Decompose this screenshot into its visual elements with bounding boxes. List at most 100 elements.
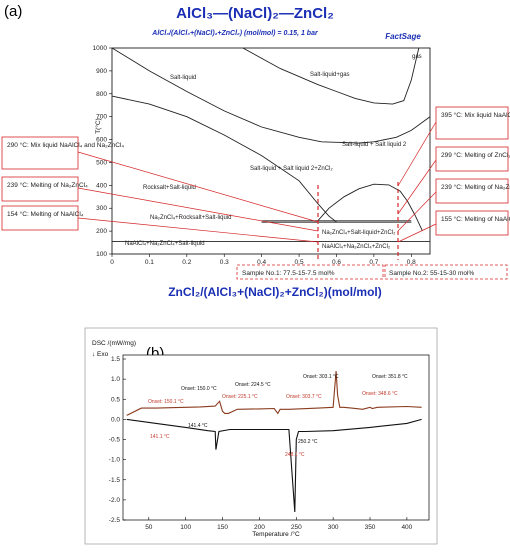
dsc-peak-250-2: 250.2 °C xyxy=(298,439,318,445)
sample1-label: Sample No.1: 77.5-15-7.5 mol% xyxy=(242,270,335,277)
callout-left-154-text: 154 °C: Melting of NaAlCl₄ xyxy=(7,210,84,218)
region-rocksalt-salt-liquid: Rocksalt+Salt-liquid xyxy=(143,185,196,191)
region-gas: gas xyxy=(412,54,422,60)
dsc-xtick-label: 350 xyxy=(365,524,376,531)
dsc-curves xyxy=(126,371,422,513)
callout-right-155: 155 °C: Melting of NaAlCl₄ xyxy=(397,210,510,243)
callout-right-239: 239 °C: Melting of Na₂ZnCl₄ xyxy=(397,178,510,232)
pd-xtick-label: 0.4 xyxy=(257,259,266,266)
dsc-onset-cool-303: Onset: 303.7 °C xyxy=(286,394,322,400)
pd-curve-0 xyxy=(111,47,431,144)
dsc-plot-area xyxy=(122,354,430,521)
dsc-xtick-label: 50 xyxy=(145,524,153,531)
dsc-ytick-label: 0.0 xyxy=(111,416,120,423)
pd-ytick-label: 900 xyxy=(96,68,107,75)
pd-ytick-label: 400 xyxy=(96,182,107,189)
dsc-cooling-curve xyxy=(126,418,422,513)
region-na2zncl4-rocksalt: Na₂ZnCl₄+Rocksalt+Salt-liquid xyxy=(150,215,231,221)
dsc-peak-141-4: 141.4 °C xyxy=(188,423,208,429)
callout-left-290: 290 °C: Mix liquid NaAlCl₄ and Na₂ZnCl₄ xyxy=(1,136,319,223)
dsc-onset-cool-150: Onset: 150.1 °C xyxy=(148,399,184,405)
dsc-ytick-label: -2.5 xyxy=(109,517,121,524)
region-salt-liquid-2-zncl2: Salt-liquid + Salt liquid 2+ZnCl₂ xyxy=(250,166,333,172)
dsc-onset-heat-351: Onset: 351.8 °C xyxy=(372,374,408,380)
phase-diagram-y-ticks: 100 200 300 400 500 600 700 800 900 1000 xyxy=(93,45,112,258)
callout-left-290-text: 290 °C: Mix liquid NaAlCl₄ and Na₂ZnCl₄ xyxy=(7,141,124,149)
pd-xtick-label: 0.8 xyxy=(407,259,416,266)
dsc-xtick-label: 300 xyxy=(328,524,339,531)
dsc-xtick-label: 250 xyxy=(291,524,302,531)
dsc-ytick-label: 0.5 xyxy=(111,396,120,403)
dsc-onset-cool-348: Onset: 348.6 °C xyxy=(362,391,398,397)
dsc-peak-248-1: 248.1 °C xyxy=(285,452,305,458)
callout-left-239-text: 239 °C: Melting of Na₂ZnCl₄ xyxy=(7,181,88,189)
callout-left-154: 154 °C: Melting of NaAlCl₄ xyxy=(1,205,319,243)
callout-right-299: 299 °C: Melting of ZnCl₂ xyxy=(397,146,510,215)
region-salt-liquid-gas: Salt-liquid+gas xyxy=(310,72,350,78)
callout-right-239-text: 239 °C: Melting of Na₂ZnCl₄ xyxy=(441,183,510,191)
dsc-xtick-label: 400 xyxy=(401,524,412,531)
dsc-heating-curve xyxy=(126,371,422,416)
region-naalcl4-na2zncl4-zncl2: NaAlCl₄+Na₂ZnCl₄+ZnCl₂ xyxy=(322,244,391,250)
dsc-exo-label: ↓ Exo xyxy=(92,351,109,358)
region-naalcl4-na2zncl4: NaAlCl₄+Na₂ZnCl₄+Salt-liquid xyxy=(125,241,205,247)
dsc-onset-heat-224: Onset: 224.5 °C xyxy=(235,382,271,388)
callout-right-395-text: 395 °C: Mix liquid NaAlCl₄ and Na₂ZnCl₄ xyxy=(441,111,510,119)
dsc-ylabel: DSC /(mW/mg) xyxy=(92,340,136,347)
callout-right-155-text: 155 °C: Melting of NaAlCl₄ xyxy=(441,215,510,223)
pd-ytick-label: 200 xyxy=(96,228,107,235)
dsc-ytick-label: -2.0 xyxy=(109,497,121,504)
pd-xtick-label: 0.7 xyxy=(369,259,378,266)
region-salt-liquid-2: Salt-liquid + Salt liquid 2 xyxy=(342,142,407,148)
pd-xtick-label: 0.5 xyxy=(295,259,304,266)
dsc-onset-heat-150: Onset: 150.0 °C xyxy=(181,386,217,392)
region-na2zncl4-zncl2: Na₂ZnCl₄+Salt-liquid+ZnCl₂ xyxy=(322,230,396,236)
phase-diagram-xlabel: ZnCl₂/(AlCl₃+(NaCl)₂+ZnCl₂)(mol/mol) xyxy=(168,285,382,299)
phase-diagram-ylabel: T(°C) xyxy=(94,118,102,134)
pd-xtick-label: 0.1 xyxy=(145,259,154,266)
phase-diagram-title: AlCl₃—(NaCl)₂—ZnCl₂ xyxy=(176,5,334,22)
phase-diagram-curves xyxy=(111,47,431,242)
sample1-box: Sample No.1: 77.5-15-7.5 mol% xyxy=(236,264,384,280)
pd-xtick-label: 0.3 xyxy=(220,259,229,266)
pd-ytick-label: 700 xyxy=(96,114,107,121)
dsc-ytick-label: 1.0 xyxy=(111,376,120,383)
panel-label-a: (a) xyxy=(4,3,22,20)
sample2-label: Sample No.2: 55-15-30 mol% xyxy=(389,270,474,277)
pd-ytick-label: 600 xyxy=(96,137,107,144)
phase-diagram-subtitle: AlCl₃/(AlCl₃+(NaCl)₂+ZnCl₂) (mol/mol) = … xyxy=(151,30,319,37)
region-salt-liquid: Salt-liquid xyxy=(170,75,196,81)
dsc-ytick-label: -0.5 xyxy=(109,437,121,444)
dsc-xtick-label: 150 xyxy=(217,524,228,531)
callout-right-299-text: 299 °C: Melting of ZnCl₂ xyxy=(441,151,510,159)
factsage-logo-text: FactSage xyxy=(385,32,421,41)
sample2-box: Sample No.2: 55-15-30 mol% xyxy=(384,264,508,280)
pd-xtick-label: 0.2 xyxy=(182,259,191,266)
pd-ytick-label: 500 xyxy=(96,159,107,166)
pd-ytick-label: 800 xyxy=(96,91,107,98)
dsc-onset-heat-303: Onset: 303.1 °C xyxy=(303,374,339,380)
pd-ytick-label: 100 xyxy=(96,251,107,258)
dsc-ytick-label: -1.5 xyxy=(109,477,121,484)
pd-curve-3 xyxy=(317,183,423,232)
callout-left-239: 239 °C: Melting of Na₂ZnCl₄ xyxy=(1,176,319,232)
callout-right-395: 395 °C: Mix liquid NaAlCl₄ and Na₂ZnCl₄ xyxy=(397,106,510,187)
dsc-onset-cool-225: Onset: 225.1 °C xyxy=(222,394,258,400)
dsc-x-ticks: 50 100 150 200 250 300 350 400 xyxy=(145,517,413,531)
dsc-xtick-label: 100 xyxy=(180,524,191,531)
factsage-logo: FactSage xyxy=(380,28,426,42)
dsc-y-ticks: 1.5 1.0 0.5 0.0 -0.5 -1.0 -1.5 -2.0 -2.5 xyxy=(109,356,126,524)
pd-ytick-label: 300 xyxy=(96,205,107,212)
dsc-xtick-label: 200 xyxy=(254,524,265,531)
phase-diagram-plot-area xyxy=(111,47,431,255)
pd-ytick-label: 1000 xyxy=(93,45,108,52)
dsc-ytick-label: 1.5 xyxy=(111,356,120,363)
dsc-peak-141-1: 141.1 °C xyxy=(150,434,170,440)
pd-curve-2 xyxy=(242,47,420,105)
dsc-ytick-label: -1.0 xyxy=(109,457,121,464)
pd-xtick-label: 0.6 xyxy=(332,259,341,266)
phase-diagram-x-ticks: 0 0.1 0.2 0.3 0.4 0.5 0.6 0.7 0.8 xyxy=(110,254,416,266)
dsc-xlabel: Temperature /°C xyxy=(252,530,300,538)
pd-xtick-label: 0 xyxy=(110,259,114,266)
